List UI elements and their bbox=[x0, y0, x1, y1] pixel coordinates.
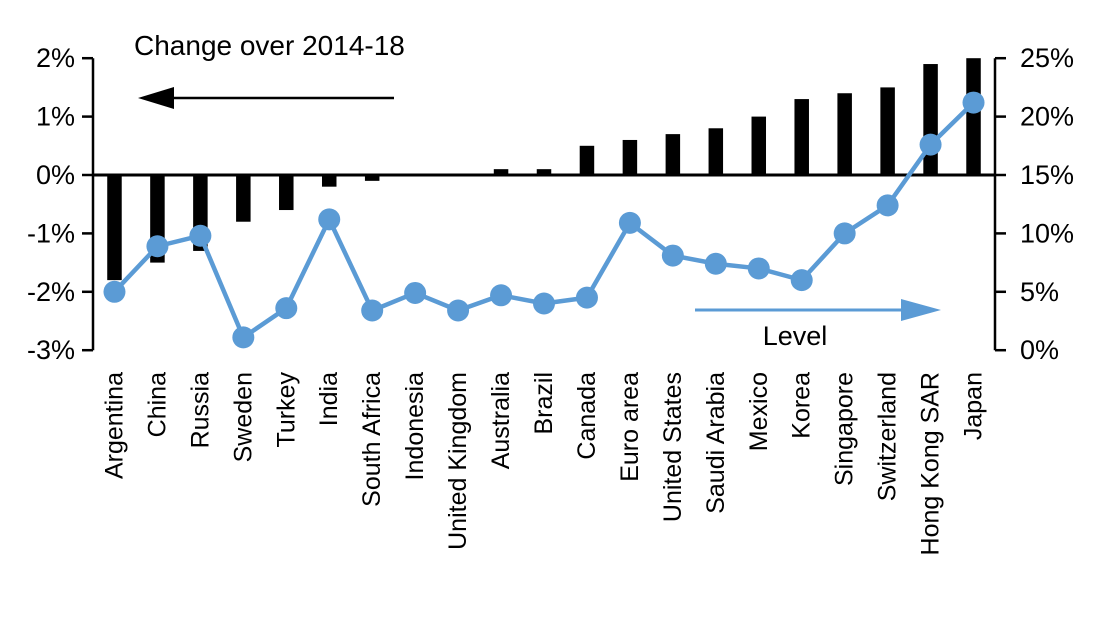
marker-united-kingdom bbox=[447, 299, 470, 322]
bar-mexico bbox=[751, 116, 767, 175]
marker-india bbox=[318, 208, 341, 231]
bar-series-label: Change over 2014-18 bbox=[134, 30, 405, 61]
category-label-saudi-arabia: Saudi Arabia bbox=[702, 372, 730, 514]
left-axis-tick-label: -3% bbox=[27, 335, 75, 365]
marker-hong-kong-sar bbox=[919, 133, 942, 156]
marker-saudi-arabia bbox=[704, 252, 727, 275]
bar-united-states bbox=[665, 134, 681, 175]
marker-mexico bbox=[747, 257, 770, 280]
line-series bbox=[103, 91, 985, 349]
category-label-hong-kong-sar: Hong Kong SAR bbox=[917, 372, 945, 555]
marker-china bbox=[146, 235, 169, 258]
category-label-indonesia: Indonesia bbox=[401, 372, 429, 481]
bar-argentina bbox=[107, 175, 122, 281]
right-axis-tick-label: 5% bbox=[1020, 277, 1059, 307]
category-label-sweden: Sweden bbox=[229, 372, 257, 462]
marker-argentina bbox=[103, 280, 126, 303]
bar-canada bbox=[579, 145, 595, 175]
marker-turkey bbox=[275, 297, 298, 320]
bar-switzerland bbox=[880, 87, 895, 175]
left-axis-tick-label: 0% bbox=[36, 160, 75, 190]
marker-indonesia bbox=[404, 281, 427, 304]
bar-saudi-arabia bbox=[708, 128, 724, 175]
category-label-india: India bbox=[315, 372, 343, 426]
bar-brazil bbox=[536, 169, 552, 175]
marker-switzerland bbox=[876, 194, 899, 217]
marker-australia bbox=[490, 284, 513, 307]
category-label-euro-area: Euro area bbox=[616, 372, 644, 482]
marker-korea bbox=[790, 269, 813, 292]
right-axis-tick-label: 0% bbox=[1020, 335, 1059, 365]
level-direction-right-arrow-icon bbox=[695, 299, 941, 321]
category-label-japan: Japan bbox=[960, 372, 988, 440]
right-axis-tick-label: 10% bbox=[1020, 218, 1074, 248]
marker-sweden bbox=[232, 326, 255, 349]
left-axis-tick-label: 1% bbox=[36, 102, 75, 132]
bar-singapore bbox=[837, 93, 852, 175]
marker-south-africa bbox=[361, 299, 384, 322]
bar-australia bbox=[493, 169, 509, 175]
category-label-brazil: Brazil bbox=[530, 372, 558, 435]
category-label-korea: Korea bbox=[788, 372, 816, 439]
category-label-switzerland: Switzerland bbox=[874, 372, 902, 501]
marker-euro-area bbox=[618, 211, 641, 234]
left-axis-tick-label: 2% bbox=[36, 43, 75, 73]
category-label-australia: Australia bbox=[487, 372, 515, 469]
bar-japan bbox=[966, 58, 981, 176]
marker-united-states bbox=[661, 244, 684, 267]
bar-south-africa bbox=[364, 175, 380, 181]
right-axis-tick-label: 15% bbox=[1020, 160, 1074, 190]
marker-canada bbox=[575, 286, 598, 309]
bar-turkey bbox=[279, 175, 294, 211]
category-label-united-states: United States bbox=[659, 372, 687, 522]
bar-india bbox=[321, 175, 337, 187]
marker-japan bbox=[962, 91, 985, 114]
category-label-mexico: Mexico bbox=[745, 372, 773, 451]
left-axis-tick-label: -1% bbox=[27, 218, 75, 248]
line-series-label: Level bbox=[762, 321, 828, 351]
category-label-united-kingdom: United Kingdom bbox=[444, 372, 472, 550]
marker-singapore bbox=[833, 222, 856, 245]
axes: 2% 1% 0% -1% -2% -3% 25% 20% 15% 10% 5% 0% bbox=[27, 43, 1074, 365]
bar-sweden bbox=[236, 175, 251, 222]
right-axis-tick-label: 20% bbox=[1020, 102, 1074, 132]
category-label-turkey: Turkey bbox=[272, 372, 300, 448]
category-label-china: China bbox=[143, 372, 171, 437]
category-label-russia: Russia bbox=[186, 372, 214, 449]
bar-hong-kong-sar bbox=[923, 64, 938, 175]
right-axis-tick-label: 25% bbox=[1020, 43, 1074, 73]
marker-brazil bbox=[533, 292, 555, 315]
category-label-south-africa: South Africa bbox=[358, 372, 386, 507]
left-axis-tick-label: -2% bbox=[27, 277, 75, 307]
category-label-argentina: Argentina bbox=[100, 372, 128, 479]
category-label-canada: Canada bbox=[573, 372, 601, 460]
change-direction-left-arrow-icon bbox=[138, 87, 394, 109]
bar-euro-area bbox=[622, 139, 638, 175]
marker-russia bbox=[189, 224, 212, 247]
category-label-singapore: Singapore bbox=[831, 372, 859, 486]
bar-korea bbox=[794, 99, 809, 175]
category-axis-labels: Argentina China Russia Sweden Turkey India Sou… bbox=[100, 372, 987, 556]
